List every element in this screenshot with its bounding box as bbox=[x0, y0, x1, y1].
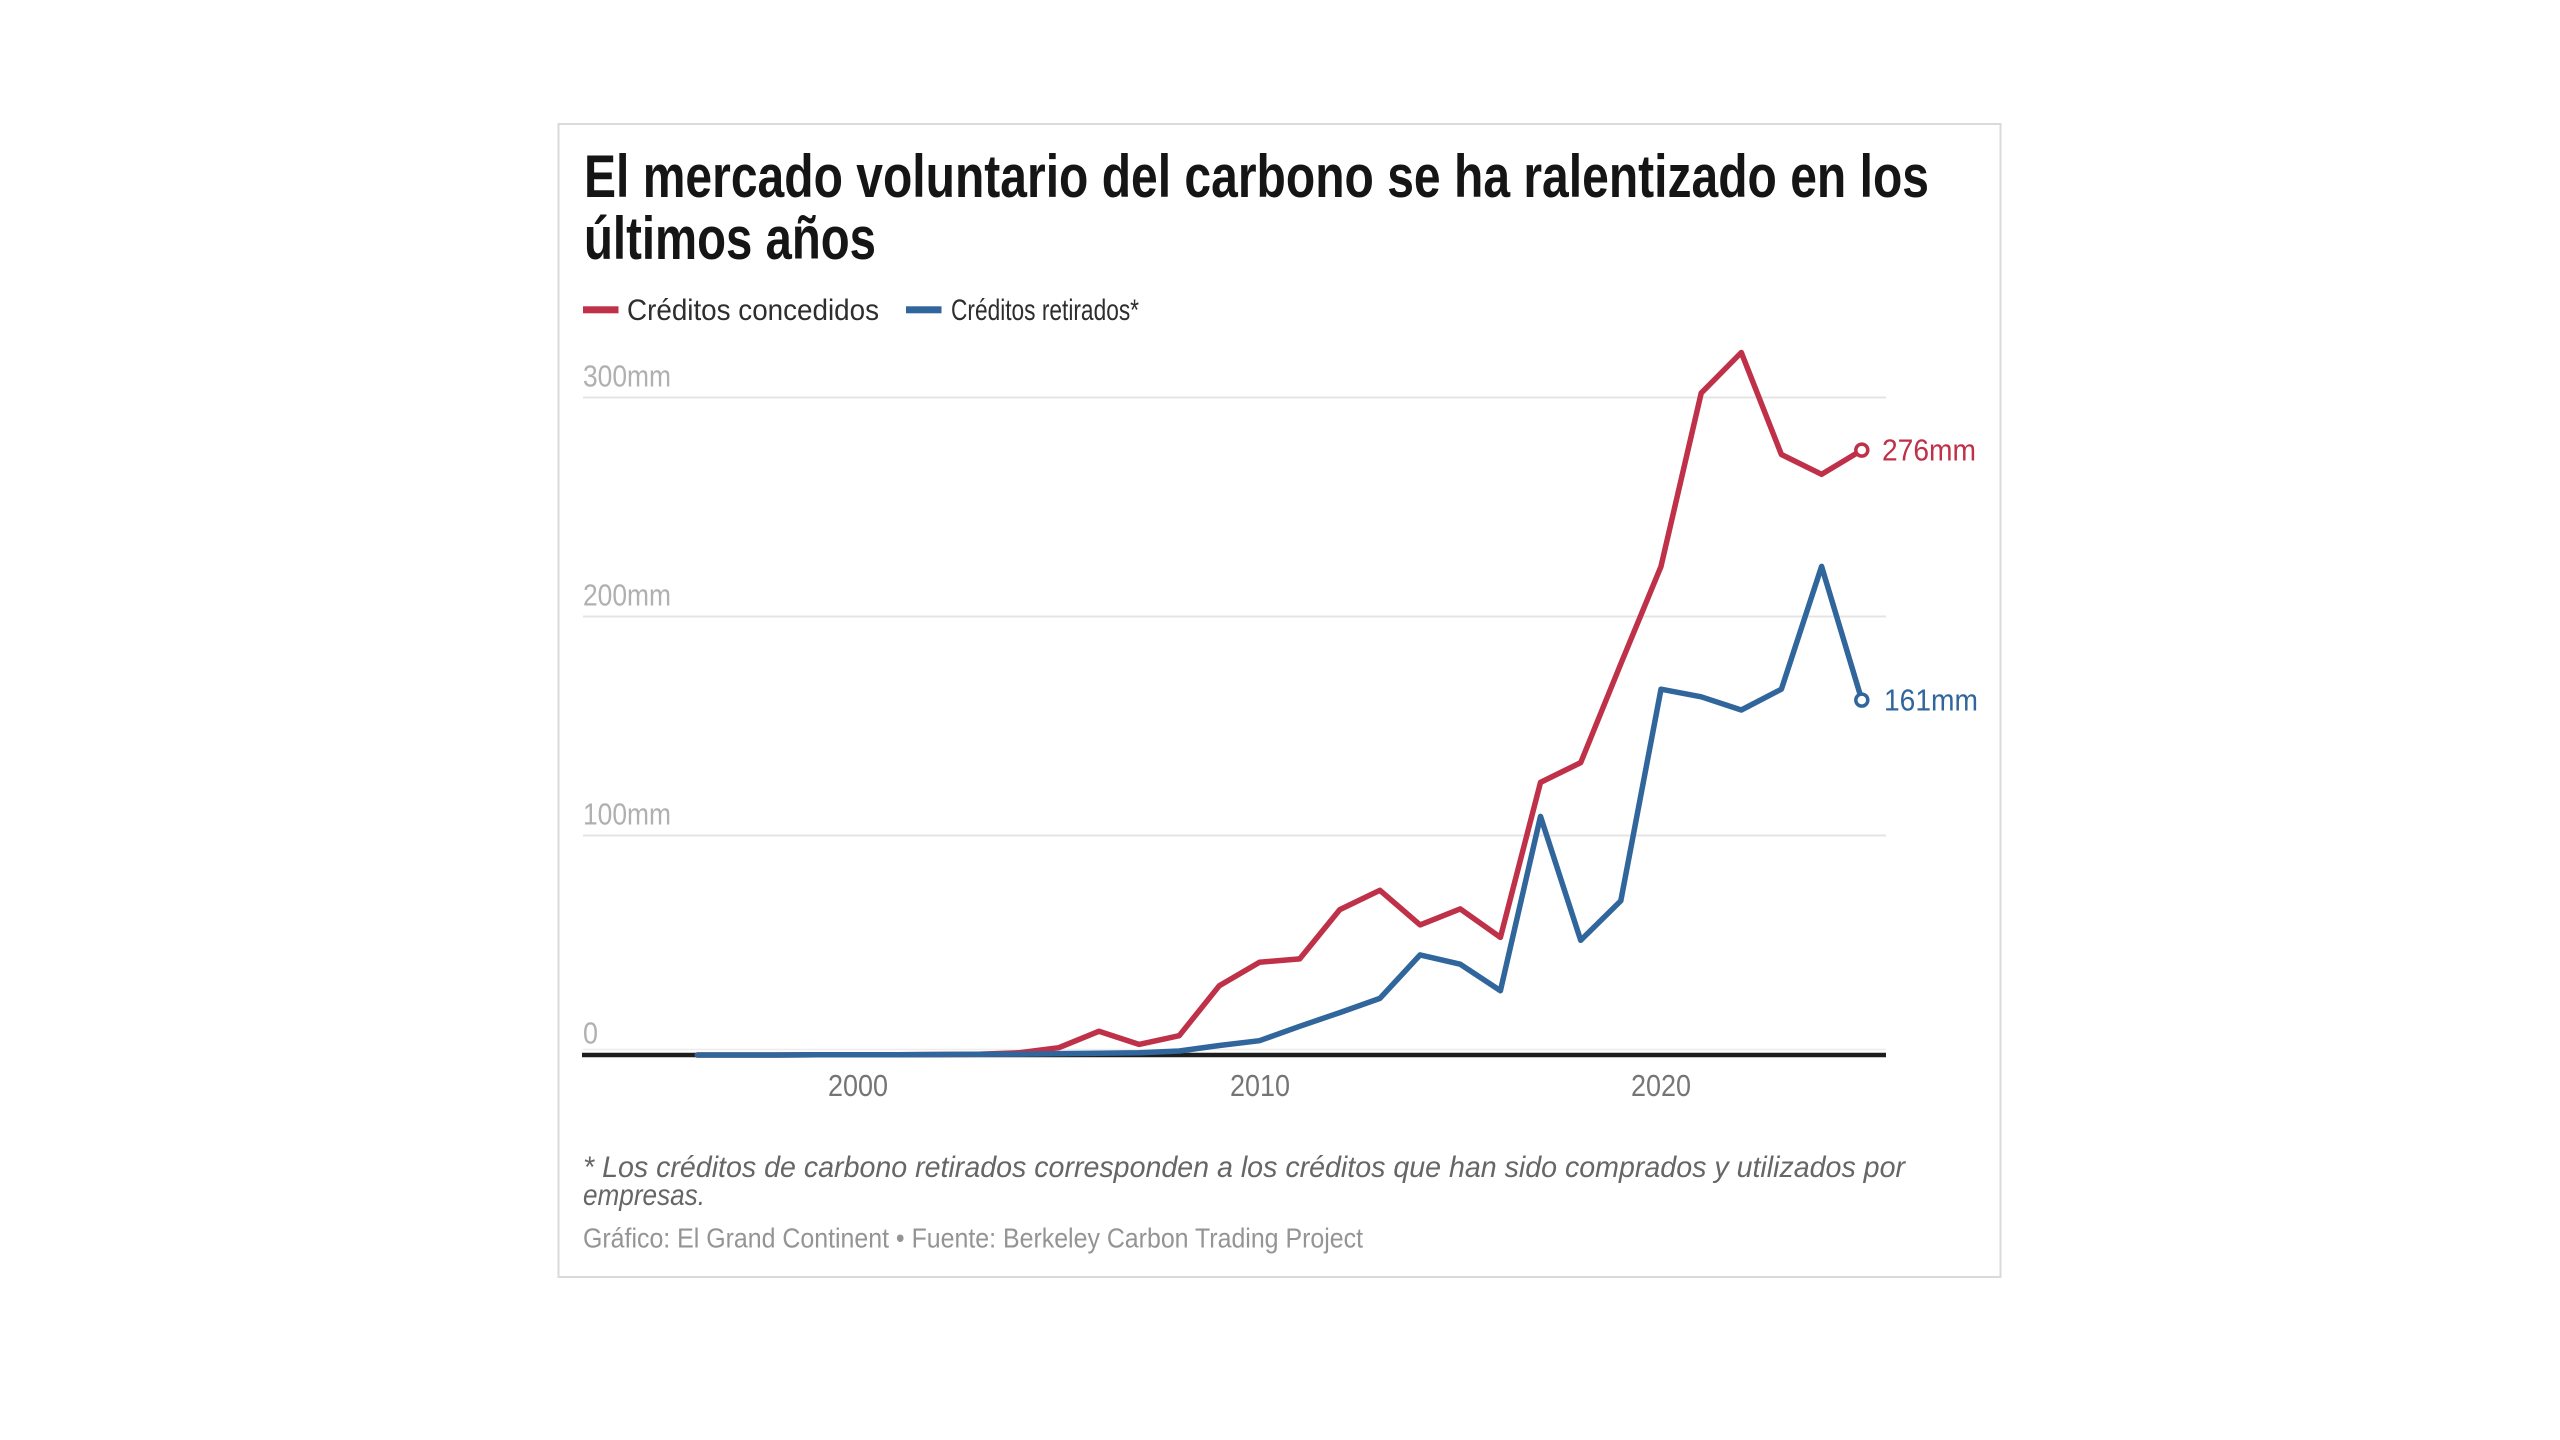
svg-text:Gráfico: El Grand Continent •: Gráfico: El Grand Continent • Fuente: Be… bbox=[583, 1223, 1363, 1254]
svg-text:200mm: 200mm bbox=[583, 578, 671, 613]
svg-text:2020: 2020 bbox=[1631, 1068, 1691, 1103]
svg-text:0: 0 bbox=[583, 1015, 598, 1050]
svg-text:2010: 2010 bbox=[1230, 1068, 1290, 1103]
svg-text:* Los créditos de carbono reti: * Los créditos de carbono retirados corr… bbox=[583, 1151, 1906, 1184]
svg-text:Créditos concedidos: Créditos concedidos bbox=[627, 294, 879, 327]
svg-text:El mercado voluntario del carb: El mercado voluntario del carbono se ha … bbox=[584, 143, 1929, 210]
svg-text:300mm: 300mm bbox=[583, 359, 671, 394]
svg-text:100mm: 100mm bbox=[583, 797, 671, 832]
svg-text:2000: 2000 bbox=[828, 1068, 888, 1103]
svg-text:empresas.: empresas. bbox=[583, 1179, 705, 1212]
svg-text:Créditos retirados*: Créditos retirados* bbox=[951, 294, 1139, 327]
svg-text:161mm: 161mm bbox=[1884, 683, 1978, 718]
svg-text:276mm: 276mm bbox=[1882, 433, 1976, 468]
svg-text:últimos años: últimos años bbox=[584, 205, 876, 272]
